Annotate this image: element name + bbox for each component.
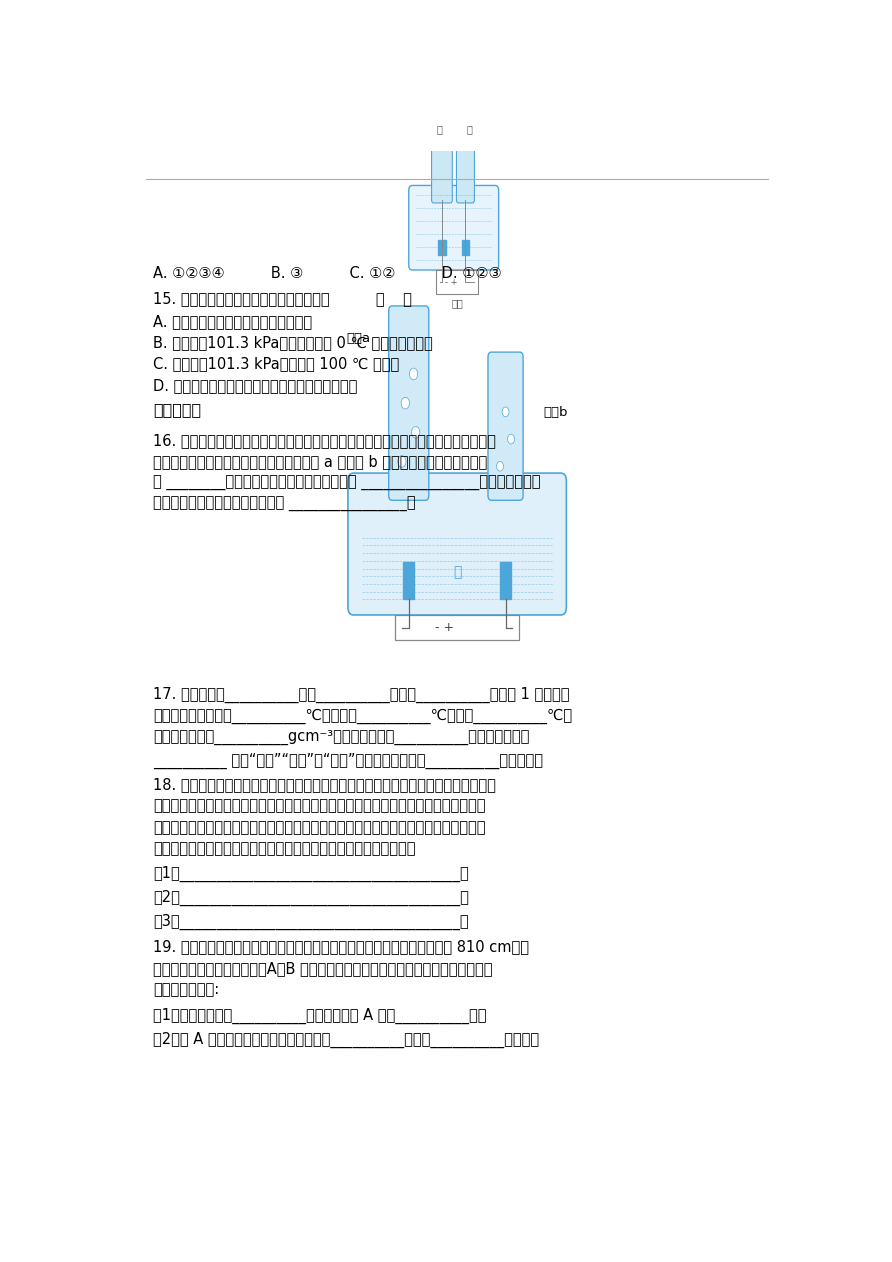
Circle shape (409, 369, 417, 380)
Text: 二、填空题: 二、填空题 (153, 403, 201, 418)
Text: 17. 纯净的水是__________色，__________味道的__________体。在 1 标准大气: 17. 纯净的水是__________色，__________味道的______… (153, 687, 569, 703)
Text: 16. 水是人类最宝贵的自然资源，多一滴水，就可能多一条生命。小明利用如图所示的: 16. 水是人类最宝贵的自然资源，多一滴水，就可能多一条生命。小明利用如图所示的 (153, 433, 496, 448)
Text: 气和汽油，前者放出的热量约是后者的三倍。氢气燃烧后的产物只有一种水，不污染环: 气和汽油，前者放出的热量约是后者的三倍。氢气燃烧后的产物只有一种水，不污染环 (153, 820, 485, 835)
Text: A. 海水显蓝色，所以纯净的水是蓝色的: A. 海水显蓝色，所以纯净的水是蓝色的 (153, 314, 312, 328)
Circle shape (398, 456, 406, 467)
Text: 为 ________，该实验发生反应的文字表达式为 ________________，通过该实验小: 为 ________，该实验发生反应的文字表达式为 ______________… (153, 476, 541, 491)
FancyBboxPatch shape (432, 136, 452, 203)
FancyBboxPatch shape (457, 136, 475, 203)
FancyBboxPatch shape (488, 352, 523, 500)
Bar (403, 563, 414, 599)
Text: - +: - + (445, 278, 458, 286)
Text: 然气等资源的蕊藏量并不是无限的，而氢气可以用水作原料来制取。燃烧相同质量的氢: 然气等资源的蕊藏量并不是无限的，而氢气可以用水作原料来制取。燃烧相同质量的氢 (153, 799, 485, 814)
Text: （1）______________________________________；: （1）_____________________________________… (153, 866, 468, 882)
Text: 甲: 甲 (437, 124, 442, 134)
Circle shape (508, 434, 515, 444)
Text: （1）其所用电源为__________电，由图可知 A 端为__________极。: （1）其所用电源为__________电，由图可知 A 端为__________… (153, 1007, 486, 1023)
Text: 乙: 乙 (467, 124, 473, 134)
Text: __________ （填“大于”“小于”或“等于”）水的密度，冰能__________在水面上。: __________ （填“大于”“小于”或“等于”）水的密度，冰能______… (153, 753, 543, 769)
Bar (395, 615, 519, 640)
Text: 电源: 电源 (451, 298, 463, 308)
Text: 境。根据以上短文的内容，请你归纳总结出氢气作为新能源的优点：: 境。根据以上短文的内容，请你归纳总结出氢气作为新能源的优点： (153, 842, 416, 857)
FancyBboxPatch shape (348, 473, 566, 615)
Text: 装置探究水的组成。通电一段时间后，试管 a 与试管 b 所收集到的气体体积之比约: 装置探究水的组成。通电一段时间后，试管 a 与试管 b 所收集到的气体体积之比约 (153, 454, 487, 469)
FancyBboxPatch shape (389, 305, 429, 500)
Text: （2）与 A 端相连接的试管中得到的气体是__________，可用__________来检验。: （2）与 A 端相连接的试管中得到的气体是__________，可用______… (153, 1032, 539, 1047)
Text: 明得出了许多结论，请你说出一条 ________________。: 明得出了许多结论，请你说出一条 ________________。 (153, 497, 416, 512)
Text: - +: - + (435, 621, 454, 634)
Circle shape (502, 408, 509, 416)
FancyBboxPatch shape (409, 186, 499, 270)
Text: 试管b: 试管b (543, 406, 568, 419)
Text: 口配一个胶塞由里向外塞紧。A、B 两极是用镰铬曲别针伸直做成的，由塞子露头处连: 口配一个胶塞由里向外塞紧。A、B 两极是用镰铬曲别针伸直做成的，由塞子露头处连 (153, 960, 492, 976)
Text: 压下，水的凝固点为__________℃，永点为__________℃。水在__________℃时: 压下，水的凝固点为__________℃，永点为__________℃。水在__… (153, 708, 572, 723)
Text: 的密度最大，为__________gcm⁻³。水结冰时体积__________，所以冰的密度: 的密度最大，为__________gcm⁻³。水结冰时体积__________，… (153, 729, 529, 745)
Text: A. ①②③④          B. ③          C. ①②          D. ①②③: A. ①②③④ B. ③ C. ①② D. ①②③ (153, 266, 501, 281)
Text: （2）______________________________________；: （2）_____________________________________… (153, 890, 469, 906)
Bar (436, 270, 478, 294)
Circle shape (411, 427, 420, 438)
Text: 接引线。试完成:: 接引线。试完成: (153, 982, 219, 997)
Text: B. 在压强为101.3 kPa时，温度低于 0 ℃ 时，水能结成冰: B. 在压强为101.3 kPa时，温度低于 0 ℃ 时，水能结成冰 (153, 336, 433, 350)
Text: 试管a: 试管a (347, 332, 371, 345)
Text: 19. 下图是某同学自己设计的装置；用大塑料瓶子截去瓶底，留瓶口一段约 810 cm，瓶: 19. 下图是某同学自己设计的装置；用大塑料瓶子截去瓶底，留瓶口一段约 810 … (153, 939, 529, 954)
Bar (438, 240, 446, 255)
Text: 18. 氢气作为新能源普遍被人们看好。它有许多其他燃料所不及的优点。石油、煤、天: 18. 氢气作为新能源普遍被人们看好。它有许多其他燃料所不及的优点。石油、煤、天 (153, 777, 496, 793)
Text: 15. 下列关于水的物理性质的叙述错误的是          （    ）: 15. 下列关于水的物理性质的叙述错误的是 （ ） (153, 292, 412, 307)
Text: 水: 水 (453, 565, 461, 579)
Bar (462, 240, 469, 255)
Bar (500, 563, 511, 599)
Text: （3）______________________________________。: （3）_____________________________________… (153, 914, 468, 930)
Text: D. 冰比水的密度小，严寒的冬天，冰会浮在水面上: D. 冰比水的密度小，严寒的冬天，冰会浮在水面上 (153, 377, 358, 392)
Circle shape (497, 462, 503, 471)
Circle shape (401, 398, 409, 409)
Text: C. 在压强为101.3 kPa时，水在 100 ℃ 时永腾: C. 在压强为101.3 kPa时，水在 100 ℃ 时永腾 (153, 356, 400, 371)
